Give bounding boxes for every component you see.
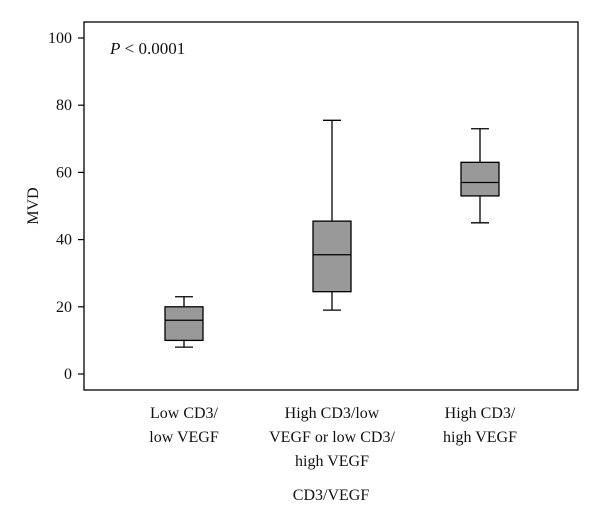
x-category-label: High CD3/low <box>285 405 380 422</box>
y-axis: 0 20 40 60 80 100 <box>48 30 84 383</box>
x-tick-labels: Low CD3/low VEGF High CD3/low VEGF or low … <box>149 405 517 470</box>
x-category-label: low VEGF <box>149 429 219 446</box>
box-group <box>164 296 204 348</box>
x-axis-title: CD3/VEGF <box>293 487 370 504</box>
p-symbol: P <box>109 39 120 58</box>
x-category-label: Low CD3/ <box>150 405 219 422</box>
p-value-annotation: P < 0.0001 <box>109 39 185 58</box>
plot-frame <box>83 21 579 391</box>
x-category-label: high VEGF <box>443 429 517 446</box>
iqr-box <box>312 220 352 293</box>
x-category-label: high VEGF <box>295 453 369 470</box>
iqr-box <box>164 306 204 342</box>
boxes <box>164 119 500 348</box>
y-tick-label: 80 <box>56 97 72 114</box>
box-group <box>460 128 500 224</box>
box-group <box>312 119 352 311</box>
x-category-label: High CD3/ <box>445 405 516 422</box>
y-tick-label: 60 <box>56 164 72 181</box>
p-value-text: < 0.0001 <box>120 39 185 58</box>
y-tick-label: 40 <box>56 232 72 249</box>
y-tick-label: 0 <box>64 366 72 383</box>
y-axis-title: MVD <box>25 187 42 224</box>
x-category-label: VEGF or low CD3/ <box>269 429 395 446</box>
y-tick-label: 20 <box>56 299 72 316</box>
iqr-box <box>460 161 500 197</box>
y-tick-label: 100 <box>48 30 72 47</box>
